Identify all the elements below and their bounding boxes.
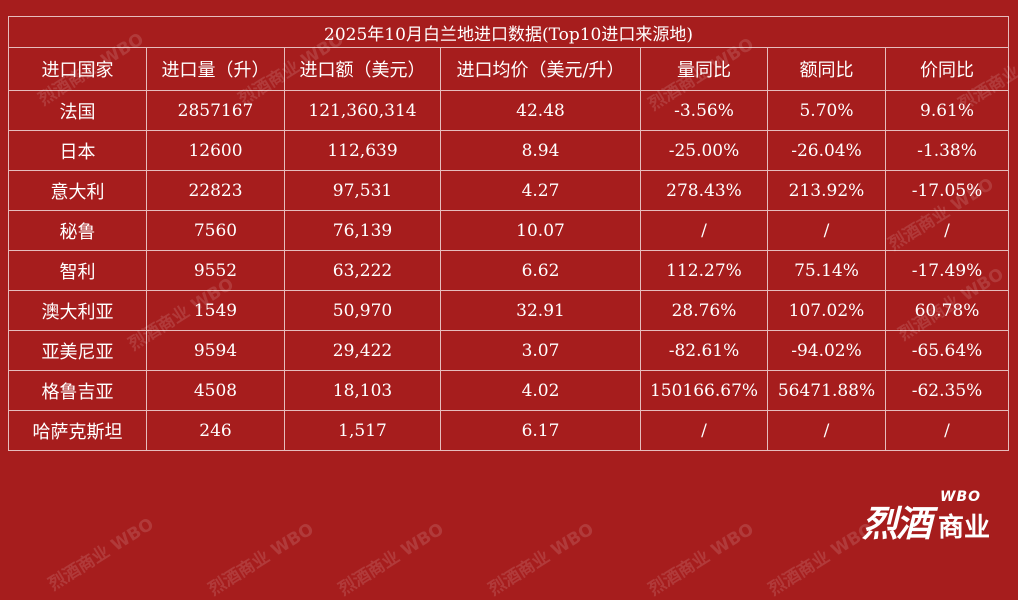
watermark-text: 烈酒商业 WBO xyxy=(335,519,448,600)
cell-amount-yoy: 56471.88% xyxy=(767,370,886,411)
brand-logo: 烈酒 WBO 商业 xyxy=(862,489,1002,545)
header-avg-price: 进口均价（美元/升） xyxy=(440,47,641,91)
cell-volume-yoy: / xyxy=(640,210,768,251)
cell-country: 意大利 xyxy=(8,170,147,211)
cell-volume: 4508 xyxy=(146,370,285,411)
table-row: 哈萨克斯坦 246 1,517 6.17// / xyxy=(8,410,1010,451)
watermark-text: 烈酒商业 WBO xyxy=(645,519,758,600)
cell-price-yoy: / xyxy=(884,410,1010,451)
cell-amount: 97,531 xyxy=(284,170,441,211)
cell-volume-yoy: -3.56% xyxy=(640,90,768,131)
header-price-yoy: 价同比 xyxy=(884,47,1010,91)
cell-avg-price: 4.02 xyxy=(440,370,641,411)
cell-price-yoy: -65.64% xyxy=(884,330,1010,371)
cell-amount-yoy: 213.92% xyxy=(767,170,886,211)
cell-country: 哈萨克斯坦 xyxy=(8,410,147,451)
cell-amount: 112,639 xyxy=(284,130,441,171)
cell-volume: 2857167 xyxy=(146,90,285,131)
header-amount-yoy: 额同比 xyxy=(767,47,886,91)
cell-country: 秘鲁 xyxy=(8,210,147,251)
cell-amount: 63,222 xyxy=(284,250,441,291)
watermark-text: 烈酒商业 WBO xyxy=(485,519,598,600)
cell-amount-yoy: 5.70% xyxy=(767,90,886,131)
header-amount: 进口额（美元） xyxy=(284,47,441,91)
table-row: 格鲁吉亚 4508 18,103 4.02 150166.67% 56471.88% -62… xyxy=(8,370,1010,411)
cell-avg-price: 42.48 xyxy=(440,90,641,131)
cell-price-yoy: -17.05% xyxy=(884,170,1010,211)
cell-volume: 22823 xyxy=(146,170,285,211)
cell-amount-yoy: 107.02% xyxy=(767,290,886,331)
table-row: 澳大利亚 1549 50,970 32.91 28.76% 107.02% 60.78% xyxy=(8,290,1010,331)
cell-country: 格鲁吉亚 xyxy=(8,370,147,411)
cell-amount-yoy: -26.04% xyxy=(767,130,886,171)
cell-amount: 121,360,314 xyxy=(284,90,441,131)
cell-volume: 1549 xyxy=(146,290,285,331)
cell-amount: 29,422 xyxy=(284,330,441,371)
cell-volume-yoy: -25.00% xyxy=(640,130,768,171)
cell-volume-yoy: 150166.67% xyxy=(640,370,768,411)
data-table-container: 2025年10月白兰地进口数据(Top10进口来源地) 进口国家 进口量（升） … xyxy=(7,16,1010,451)
watermark-text: 烈酒商业 WBO xyxy=(45,514,158,595)
cell-avg-price: 10.07 xyxy=(440,210,641,251)
cell-volume: 246 xyxy=(146,410,285,451)
cell-price-yoy: / xyxy=(884,210,1010,251)
cell-amount-yoy: 75.14% xyxy=(767,250,886,291)
brandy-import-table: 2025年10月白兰地进口数据(Top10进口来源地) 进口国家 进口量（升） … xyxy=(7,16,1010,451)
cell-price-yoy: -17.49% xyxy=(884,250,1010,291)
cell-avg-price: 3.07 xyxy=(440,330,641,371)
table-row: 秘鲁 7560 76,139 10.07// / xyxy=(8,210,1010,251)
cell-volume-yoy: 278.43% xyxy=(640,170,768,211)
cell-amount-yoy: / xyxy=(767,210,886,251)
table-row: 智利 9552 63,222 6.62 112.27% 75.14% -17.49% xyxy=(8,250,1010,291)
cell-volume: 9594 xyxy=(146,330,285,371)
cell-amount-yoy: / xyxy=(767,410,886,451)
cell-country: 日本 xyxy=(8,130,147,171)
table-row: 法国 2857167 121,360,314 42.48 -3.56% 5.70% 9.61… xyxy=(8,90,1010,131)
table-row: 意大利 22823 97,531 4.27 278.43% 213.92% -17.05% xyxy=(8,170,1010,211)
watermark-text: 烈酒商业 WBO xyxy=(205,519,318,600)
cell-amount: 1,517 xyxy=(284,410,441,451)
header-country: 进口国家 xyxy=(8,47,147,91)
cell-country: 智利 xyxy=(8,250,147,291)
cell-volume-yoy: 28.76% xyxy=(640,290,768,331)
watermark-text: 烈酒商业 WBO xyxy=(765,519,878,600)
table-row: 日本 12600 112,639 8.94 -25.00% -26.04% -1.38% xyxy=(8,130,1010,171)
cell-avg-price: 6.17 xyxy=(440,410,641,451)
cell-volume: 12600 xyxy=(146,130,285,171)
cell-price-yoy: 60.78% xyxy=(884,290,1010,331)
header-volume: 进口量（升） xyxy=(146,47,285,91)
cell-country: 澳大利亚 xyxy=(8,290,147,331)
cell-volume-yoy: 112.27% xyxy=(640,250,768,291)
cell-volume-yoy: / xyxy=(640,410,768,451)
cell-amount-yoy: -94.02% xyxy=(767,330,886,371)
cell-avg-price: 6.62 xyxy=(440,250,641,291)
cell-price-yoy: -62.35% xyxy=(884,370,1010,411)
table-title: 2025年10月白兰地进口数据(Top10进口来源地) xyxy=(7,16,1010,48)
cell-avg-price: 8.94 xyxy=(440,130,641,171)
cell-amount: 18,103 xyxy=(284,370,441,411)
cell-avg-price: 32.91 xyxy=(440,290,641,331)
header-row: 进口国家 进口量（升） 进口额（美元） 进口均价（美元/升） 量同比 额同比 价… xyxy=(8,47,1010,91)
cell-volume: 7560 xyxy=(146,210,285,251)
cell-avg-price: 4.27 xyxy=(440,170,641,211)
cell-country: 亚美尼亚 xyxy=(8,330,147,371)
cell-amount: 50,970 xyxy=(284,290,441,331)
cell-volume: 9552 xyxy=(146,250,285,291)
table-row: 亚美尼亚 9594 29,422 3.07 -82.61% -94.02% -65.64% xyxy=(8,330,1010,371)
cell-country: 法国 xyxy=(8,90,147,131)
logo-main-text: 烈酒 xyxy=(862,504,932,545)
logo-latin-text: WBO xyxy=(940,489,982,505)
header-volume-yoy: 量同比 xyxy=(640,47,768,91)
cell-amount: 76,139 xyxy=(284,210,441,251)
cell-volume-yoy: -82.61% xyxy=(640,330,768,371)
cell-price-yoy: 9.61% xyxy=(884,90,1010,131)
cell-price-yoy: -1.38% xyxy=(884,130,1010,171)
logo-sub-text: 商业 xyxy=(938,513,991,543)
